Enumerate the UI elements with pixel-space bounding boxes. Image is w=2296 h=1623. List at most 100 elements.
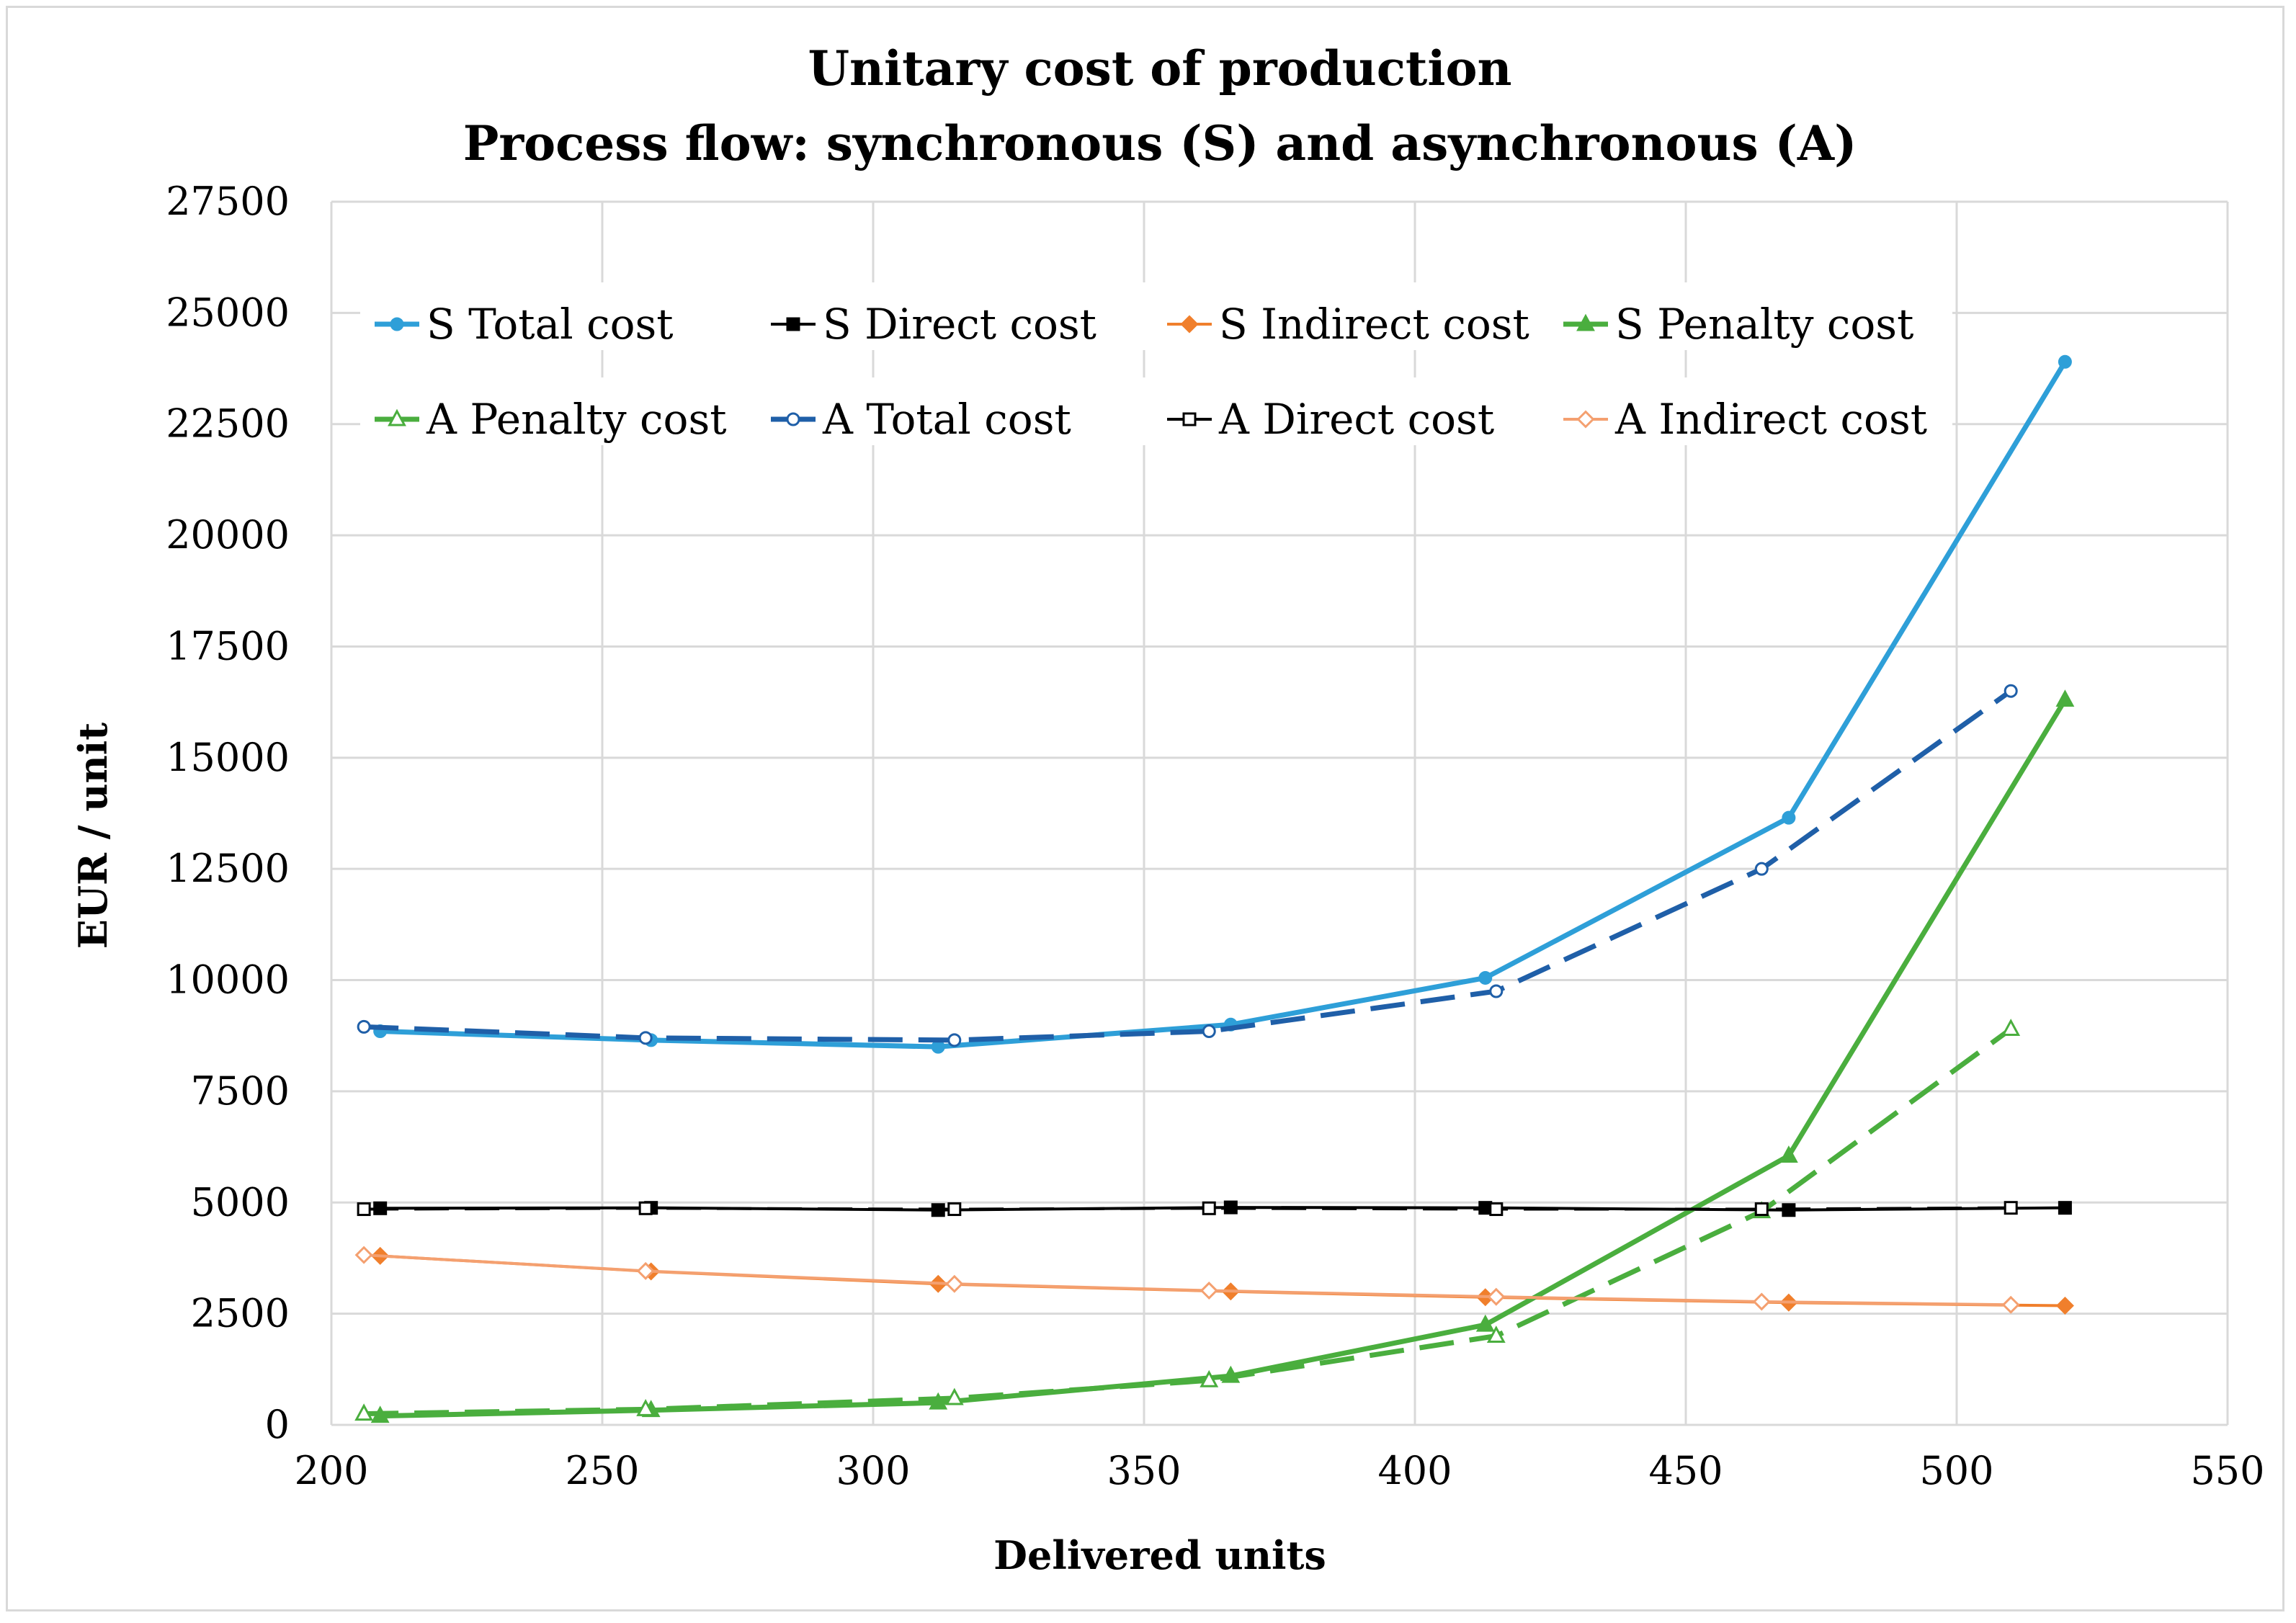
data-point (2004, 1201, 2018, 1215)
legend-label: S Indirect cost (1219, 300, 1529, 349)
y-tick-label: 5000 (191, 1179, 290, 1225)
data-point (1487, 1287, 1506, 1306)
legend-label: S Penalty cost (1615, 300, 1913, 349)
data-point (1475, 1314, 1495, 1332)
data-point (636, 1261, 655, 1280)
legend-item-bg (360, 377, 764, 445)
legend-label: A Direct cost (1218, 395, 1494, 444)
x-tick-label: 200 (294, 1448, 368, 1493)
data-point (1752, 1292, 1771, 1311)
y-tick-label: 2500 (191, 1291, 290, 1336)
data-point (947, 1033, 962, 1047)
legend-swatch-marker (1182, 412, 1197, 426)
legend-item-bg (1153, 377, 1556, 445)
series-a-indirect-cost (354, 1246, 2020, 1314)
legend-label: A Penalty cost (426, 395, 727, 444)
legend-swatch-marker (786, 317, 800, 331)
legend-item: A Direct cost (1153, 377, 1556, 445)
data-point (931, 1039, 945, 1054)
series-line (380, 698, 2068, 1419)
data-point (2055, 689, 2075, 707)
series-line (364, 1027, 2013, 1417)
legend-item: A Penalty cost (360, 377, 764, 445)
y-tick-label: 20000 (166, 512, 290, 558)
x-tick-label: 300 (836, 1448, 910, 1493)
legend-item-bg (756, 377, 1160, 445)
series-lines (354, 354, 2075, 1423)
data-point (945, 1274, 964, 1293)
series-line (380, 1254, 2065, 1307)
data-point (929, 1392, 948, 1410)
x-tick-label: 450 (1648, 1448, 1723, 1493)
data-point (944, 1387, 964, 1405)
y-tick-label: 17500 (166, 623, 290, 669)
data-point (1200, 1282, 1218, 1300)
legend-item: S Indirect cost (1153, 282, 1556, 350)
legend-item-bg (1549, 282, 1952, 350)
legend-swatch-marker (388, 408, 406, 426)
data-point (2004, 684, 2018, 698)
legend-item: A Total cost (756, 377, 1160, 445)
y-axis-title: EUR / unit (70, 723, 116, 949)
y-tick-label: 22500 (166, 401, 290, 447)
legend-swatch-marker (1576, 313, 1595, 331)
series-a-penalty-cost (354, 1019, 2021, 1421)
data-point (354, 1403, 374, 1421)
legend-item: A Indirect cost (1549, 377, 1952, 445)
legend-swatch-marker (786, 412, 800, 426)
legend-item: S Total cost (360, 282, 764, 350)
data-point (2055, 1297, 2074, 1315)
series-s-total-cost (373, 354, 2072, 1054)
x-tick-label: 500 (1919, 1448, 1993, 1493)
data-point (1489, 1202, 1504, 1217)
legend-label: S Direct cost (823, 300, 1096, 349)
legend-item: S Direct cost (756, 282, 1160, 350)
legend-label: A Indirect cost (1614, 395, 1927, 444)
legend-item-bg (756, 282, 1160, 350)
data-point (638, 1201, 653, 1215)
x-tick-label: 550 (2190, 1448, 2264, 1493)
legend-item-bg (360, 282, 764, 350)
data-point (1478, 970, 1493, 985)
legend-item: S Penalty cost (1549, 282, 1952, 350)
data-point (947, 1202, 962, 1217)
legend-item-bg (1153, 282, 1556, 350)
data-point (2058, 1201, 2072, 1215)
y-tick-label: 25000 (166, 290, 290, 335)
chart-subtitle: Process flow: synchronous (S) and asynch… (463, 115, 1857, 171)
data-point (638, 1031, 653, 1045)
data-point (1202, 1024, 1216, 1039)
data-point (2001, 1295, 2020, 1314)
data-point (357, 1202, 371, 1217)
data-point (2001, 1019, 2021, 1036)
x-axis-title: Delivered units (993, 1532, 1326, 1578)
series-a-total-cost (357, 684, 2018, 1047)
data-point (636, 1399, 656, 1416)
legend-swatch-marker (390, 317, 404, 331)
legend: S Total cost S Direct cost S Indirect cost… (360, 282, 1952, 445)
data-point (1486, 1325, 1506, 1343)
legend-swatch-marker (1576, 410, 1595, 429)
x-tick-label: 400 (1377, 1448, 1452, 1493)
y-tick-label: 27500 (166, 179, 290, 224)
series-s-penalty-cost (370, 689, 2075, 1423)
data-point (1754, 1202, 1769, 1217)
y-tick-label: 10000 (166, 957, 290, 1003)
data-point (1200, 1369, 1219, 1387)
series-a-direct-cost (357, 1201, 2018, 1217)
data-point (1489, 984, 1504, 998)
data-point (1782, 810, 1796, 825)
y-tick-label: 12500 (166, 846, 290, 891)
legend-item-bg (1549, 377, 1952, 445)
y-tick-label: 15000 (166, 735, 290, 780)
data-point (1202, 1201, 1216, 1215)
chart-title: Unitary cost of production (808, 40, 1511, 97)
data-point (1754, 862, 1769, 876)
y-tick-label: 7500 (191, 1068, 290, 1114)
legend-label: A Total cost (822, 395, 1071, 444)
data-point (354, 1246, 373, 1264)
legend-label: S Total cost (426, 300, 674, 349)
x-tick-label: 250 (565, 1448, 639, 1493)
data-point (1779, 1145, 1798, 1163)
